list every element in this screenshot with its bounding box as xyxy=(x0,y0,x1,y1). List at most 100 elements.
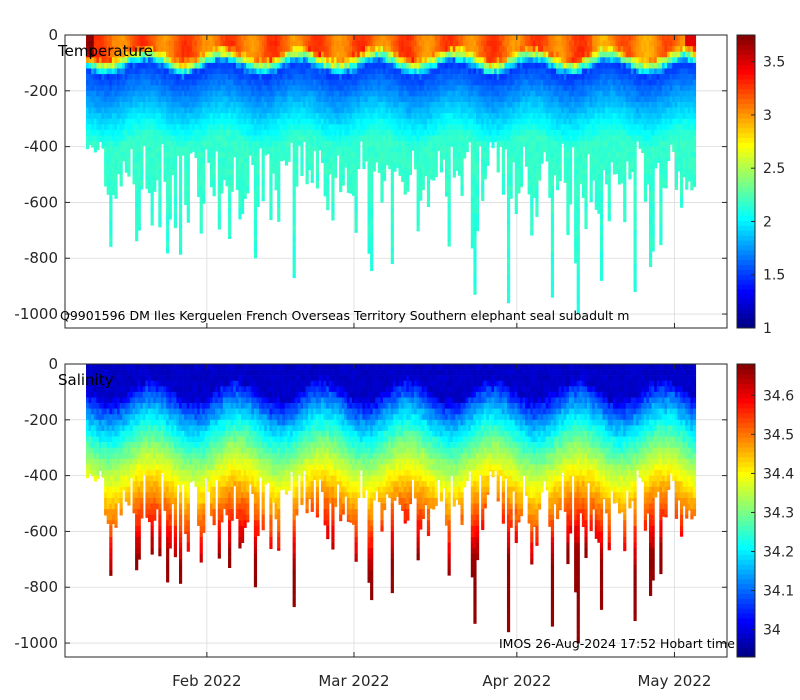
profile-cell xyxy=(496,40,500,47)
profile-cell xyxy=(421,146,425,153)
profile-cell xyxy=(352,74,356,80)
profile-cell xyxy=(199,90,203,97)
profile-cell xyxy=(222,135,227,142)
profile-cell xyxy=(452,113,456,120)
profile-cell xyxy=(537,35,542,41)
profile-cell xyxy=(473,274,477,281)
profile-cell xyxy=(194,118,198,125)
profile-cell xyxy=(153,107,157,114)
profile-cell xyxy=(442,146,446,153)
profile-cell xyxy=(478,129,482,136)
profile-cell xyxy=(277,135,281,142)
profile-cell xyxy=(331,185,335,192)
profile-cell xyxy=(331,157,335,164)
profile-cell xyxy=(341,96,345,103)
profile-cell xyxy=(535,191,539,198)
profile-cell xyxy=(362,96,366,103)
profile-cell xyxy=(104,46,108,53)
profile-cell xyxy=(475,213,480,220)
profile-cell xyxy=(401,152,405,159)
profile-cell xyxy=(235,163,239,170)
profile-cell xyxy=(393,146,397,153)
profile-cell xyxy=(491,85,495,92)
profile-cell xyxy=(93,96,97,103)
profile-cell xyxy=(160,135,165,142)
profile-cell xyxy=(145,35,149,41)
profile-cell xyxy=(166,40,170,47)
profile-cell xyxy=(380,191,384,198)
profile-cell xyxy=(225,62,229,69)
profile-cell xyxy=(166,185,170,192)
profile-cell xyxy=(279,96,283,103)
profile-cell xyxy=(315,180,320,186)
profile-cell xyxy=(383,118,387,125)
profile-cell xyxy=(331,213,335,220)
profile-cell xyxy=(166,107,170,114)
profile-cell xyxy=(171,96,175,103)
profile-column xyxy=(362,35,366,170)
profile-cell xyxy=(93,113,97,120)
profile-cell xyxy=(145,57,149,64)
profile-cell xyxy=(336,68,340,75)
profile-cell xyxy=(321,57,325,64)
profile-cell xyxy=(240,185,245,192)
profile-cell xyxy=(240,152,245,159)
profile-cell xyxy=(442,40,446,47)
profile-cell xyxy=(266,35,270,41)
profile-cell xyxy=(401,124,405,131)
profile-cell xyxy=(104,101,108,108)
profile-cell xyxy=(197,101,201,108)
profile-cell xyxy=(228,157,232,164)
profile-cell xyxy=(202,35,206,41)
profile-cell xyxy=(450,35,454,41)
profile-cell xyxy=(333,113,338,120)
profile-cell xyxy=(287,129,291,136)
profile-cell xyxy=(434,163,438,170)
profile-cell xyxy=(496,101,500,108)
profile-cell xyxy=(163,40,167,47)
profile-cell xyxy=(215,40,219,47)
profile-cell xyxy=(411,57,415,64)
profile-cell xyxy=(279,113,283,120)
profile-cell xyxy=(450,129,454,136)
profile-cell xyxy=(230,85,234,92)
profile-cell xyxy=(104,96,108,103)
profile-cell xyxy=(439,74,443,80)
profile-cell xyxy=(331,62,335,69)
profile-cell xyxy=(199,141,203,147)
profile-cell xyxy=(271,163,276,170)
profile-cell xyxy=(406,46,410,53)
profile-cell xyxy=(277,90,281,97)
profile-cell xyxy=(504,79,508,86)
profile-cell xyxy=(328,79,332,86)
profile-cell xyxy=(527,152,531,159)
profile-cell xyxy=(432,57,436,64)
profile-cell xyxy=(243,168,247,175)
profile-cell xyxy=(300,118,304,125)
profile-cell xyxy=(535,62,539,69)
profile-cell xyxy=(269,57,273,64)
profile-cell xyxy=(496,35,500,41)
profile-cell xyxy=(494,74,498,80)
profile-cell xyxy=(457,46,462,53)
profile-cell xyxy=(297,79,301,86)
profile-cell xyxy=(370,46,374,53)
profile-cell xyxy=(527,40,531,47)
profile-cell xyxy=(191,85,196,92)
profile-cell xyxy=(318,135,322,142)
profile-cell xyxy=(197,185,201,192)
profile-cell xyxy=(158,202,162,209)
profile-cell xyxy=(189,124,193,131)
profile-cell xyxy=(308,46,312,53)
profile-cell xyxy=(168,118,172,125)
profile-cell xyxy=(349,180,353,186)
profile-cell xyxy=(153,141,157,147)
profile-cell xyxy=(457,141,462,147)
profile-cell xyxy=(308,62,312,69)
profile-cell xyxy=(447,118,451,125)
profile-cell xyxy=(421,135,425,142)
profile-cell xyxy=(496,124,500,131)
profile-cell xyxy=(93,46,97,53)
profile-cell xyxy=(137,101,141,108)
profile-cell xyxy=(271,85,276,92)
